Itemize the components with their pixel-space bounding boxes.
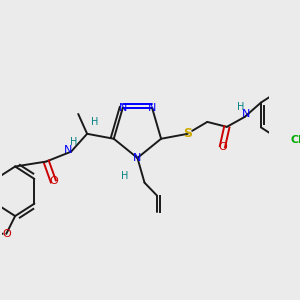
- Text: N: N: [242, 109, 250, 119]
- Text: O: O: [218, 142, 227, 152]
- Text: H: H: [91, 117, 98, 127]
- Text: O: O: [49, 176, 58, 186]
- Text: Cl: Cl: [290, 135, 300, 145]
- Text: N: N: [133, 153, 142, 163]
- Text: H: H: [70, 137, 77, 147]
- Text: N: N: [148, 103, 156, 113]
- Text: S: S: [183, 127, 192, 140]
- Text: N: N: [118, 103, 127, 113]
- Text: O: O: [2, 229, 11, 239]
- Text: N: N: [64, 145, 73, 155]
- Text: H: H: [121, 171, 129, 181]
- Text: H: H: [237, 102, 245, 112]
